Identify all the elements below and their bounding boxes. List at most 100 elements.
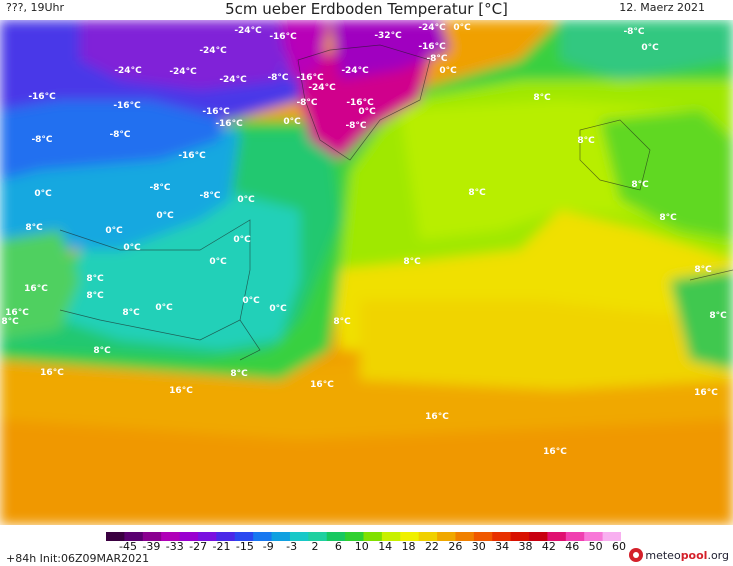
temperature-label: 8°C bbox=[709, 311, 727, 321]
color-scale-tick: 2 bbox=[311, 540, 319, 553]
temperature-label: 8°C bbox=[694, 265, 712, 275]
color-scale-tick: 30 bbox=[471, 540, 486, 553]
temperature-label: -8°C bbox=[296, 98, 317, 108]
temperature-label: -16°C bbox=[178, 151, 206, 161]
color-scale-tick: -3 bbox=[286, 540, 298, 553]
color-scale-swatch bbox=[418, 532, 438, 541]
temperature-label: 8°C bbox=[86, 291, 104, 301]
temperature-label: -8°C bbox=[109, 130, 130, 140]
color-scale-tick: 60 bbox=[612, 540, 626, 553]
color-scale-swatch bbox=[584, 532, 604, 541]
color-scale-tick: 6 bbox=[334, 540, 342, 553]
temperature-label: -24°C bbox=[169, 67, 197, 77]
temperature-label: -16°C bbox=[418, 42, 446, 52]
color-scale-tick: 46 bbox=[565, 540, 580, 553]
color-scale-swatch bbox=[492, 532, 512, 541]
temperature-label: 16°C bbox=[40, 368, 64, 378]
color-scale-swatch bbox=[106, 532, 125, 541]
color-scale-tick: 38 bbox=[518, 540, 533, 553]
color-scale-swatch bbox=[253, 532, 273, 541]
temperature-label: -24°C bbox=[199, 46, 227, 56]
temperature-label: -24°C bbox=[219, 75, 247, 85]
color-scale-tick: 10 bbox=[354, 540, 369, 553]
temperature-label: 0°C bbox=[358, 107, 376, 117]
color-scale-swatch bbox=[179, 532, 199, 541]
temperature-label: -24°C bbox=[234, 26, 262, 36]
temperature-label: 0°C bbox=[269, 304, 287, 314]
temperature-label: 0°C bbox=[233, 235, 251, 245]
temperature-label: 0°C bbox=[209, 257, 227, 267]
color-scale-swatch bbox=[437, 532, 456, 541]
temperature-label: -8°C bbox=[267, 73, 288, 83]
temperature-map: -24°C-16°C-24°C 0°C-32°C-16°C-8°C0°C-24°C… bbox=[0, 20, 733, 525]
color-scale-swatch bbox=[142, 532, 162, 541]
footer: +84h Init:06Z09MAR2021 bbox=[0, 525, 733, 566]
color-scale-swatch bbox=[216, 532, 236, 541]
temperature-label: 0°C bbox=[453, 23, 471, 33]
temperature-field bbox=[0, 20, 733, 525]
header: ???, 19Uhr 5cm ueber Erdboden Temperatur… bbox=[0, 0, 733, 20]
temperature-label: -16°C bbox=[113, 101, 141, 111]
color-scale-ticks: -45 -39 -33 -27 -21 -15 -9 -3 2 6 10 14 18 22 26 30 34 38… bbox=[0, 540, 733, 554]
temperature-label: 0°C bbox=[156, 211, 174, 221]
color-scale-tick: -33 bbox=[165, 540, 184, 553]
temperature-label: -8°C bbox=[426, 54, 447, 64]
temperature-label: 16°C bbox=[425, 412, 449, 422]
temperature-label: 8°C bbox=[93, 346, 111, 356]
temperature-label: -8°C bbox=[149, 183, 170, 193]
logo-text-a: meteo bbox=[645, 548, 681, 562]
color-scale-swatch bbox=[326, 532, 346, 541]
color-scale-tick: -15 bbox=[235, 540, 254, 553]
temperature-label: 16°C bbox=[694, 388, 718, 398]
forecast-date: 12. Maerz 2021 bbox=[619, 1, 705, 14]
meteopool-logo[interactable]: meteo pool .org bbox=[629, 546, 729, 564]
temperature-label: 8°C bbox=[86, 274, 104, 284]
temperature-label: 16°C bbox=[5, 308, 29, 318]
temperature-label: 8°C bbox=[333, 317, 351, 327]
temperature-label: -16°C bbox=[269, 32, 297, 42]
temperature-label: 8°C bbox=[25, 223, 43, 233]
color-scale-swatch bbox=[161, 532, 181, 541]
color-scale-swatch bbox=[602, 532, 621, 541]
temperature-label: 0°C bbox=[155, 303, 173, 313]
color-scale-tick: -45 bbox=[119, 540, 137, 553]
color-scale-swatch bbox=[289, 532, 309, 541]
color-scale-swatch bbox=[473, 532, 493, 541]
temperature-label: -8°C bbox=[345, 121, 366, 131]
temperature-label: -24°C bbox=[341, 66, 369, 76]
color-scale-swatch bbox=[400, 532, 420, 541]
temperature-label: -32°C bbox=[374, 31, 402, 41]
color-scale-tick: 22 bbox=[424, 540, 439, 553]
color-scale-tick: -9 bbox=[262, 540, 274, 553]
temperature-label: 8°C bbox=[1, 317, 19, 327]
temperature-label: 8°C bbox=[403, 257, 421, 267]
temperature-label: -8°C bbox=[623, 27, 644, 37]
temperature-label: -16°C bbox=[296, 73, 324, 83]
temperature-label: -16°C bbox=[28, 92, 56, 102]
temperature-label: -8°C bbox=[199, 191, 220, 201]
temperature-label: -24°C bbox=[308, 83, 336, 93]
logo-text-b: pool bbox=[680, 548, 708, 562]
temperature-label: 16°C bbox=[310, 380, 334, 390]
temperature-label: 8°C bbox=[122, 308, 140, 318]
init-time: +84h Init:06Z09MAR2021 bbox=[6, 552, 150, 565]
coastlines bbox=[59, 44, 733, 361]
temperature-label: 0°C bbox=[283, 117, 301, 127]
color-scale-tick: 50 bbox=[588, 540, 603, 553]
color-scale-bar bbox=[106, 532, 621, 541]
temperature-label: 0°C bbox=[237, 195, 255, 205]
color-scale-tick: 14 bbox=[378, 540, 393, 553]
temperature-label: 8°C bbox=[230, 369, 248, 379]
logo-text-c: .org bbox=[707, 548, 729, 562]
temperature-label: 8°C bbox=[577, 136, 595, 146]
temperature-label: -24°C bbox=[114, 66, 142, 76]
color-scale-swatch bbox=[455, 532, 475, 541]
temperature-label: 8°C bbox=[631, 180, 649, 190]
color-scale-tick: -39 bbox=[142, 540, 161, 553]
temperature-label: 0°C bbox=[242, 296, 260, 306]
temperature-label: 8°C bbox=[468, 188, 486, 198]
temperature-label: -16°C bbox=[202, 107, 230, 117]
temperature-label: 16°C bbox=[543, 447, 567, 457]
color-scale-tick: -21 bbox=[212, 540, 231, 553]
color-scale-swatch bbox=[363, 532, 383, 541]
